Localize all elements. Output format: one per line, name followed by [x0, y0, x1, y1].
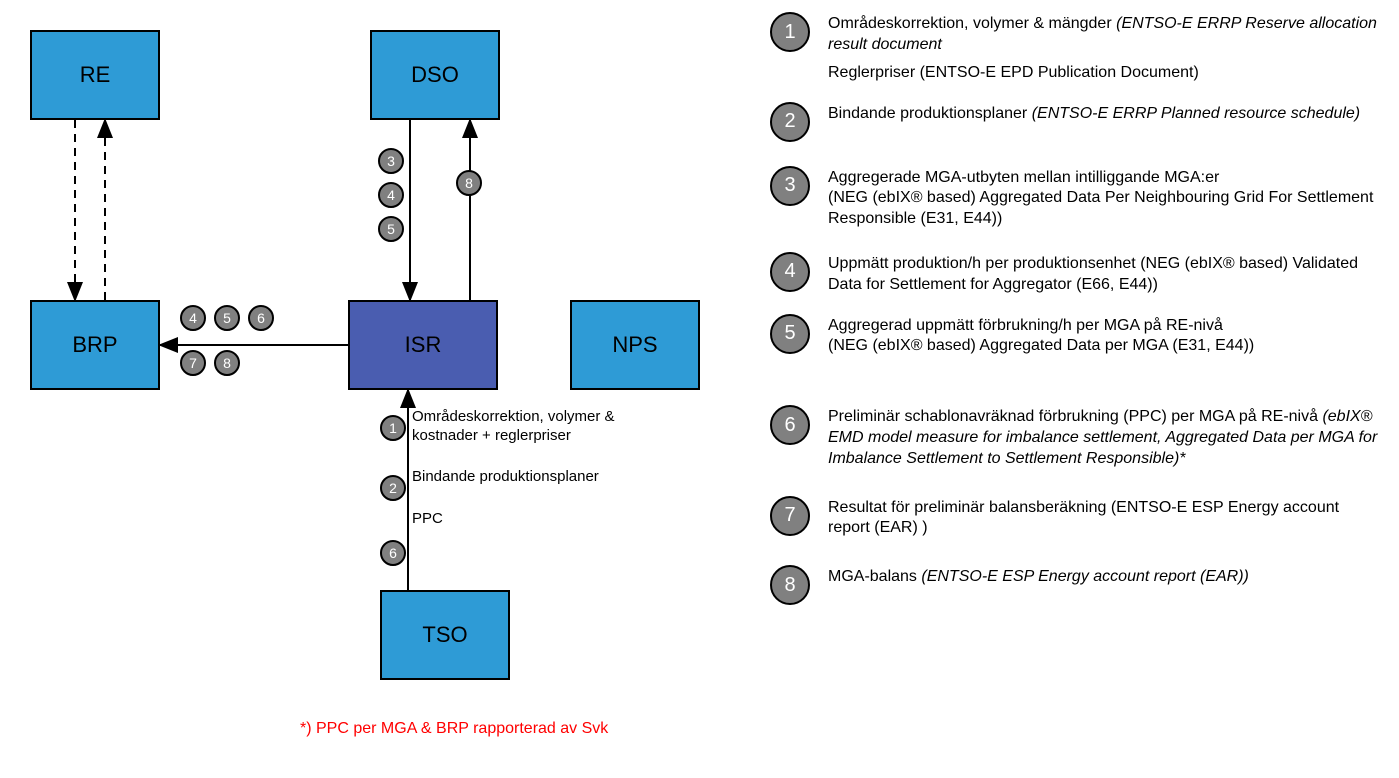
footnote: *) PPC per MGA & BRP rapporterad av Svk	[300, 720, 608, 738]
diagram-badge-7-7: 7	[180, 350, 206, 376]
legend-row-6: 6 Preliminär schablonavräknad förbrukning…	[770, 405, 1380, 469]
label-1: Områdeskorrektion, volymer & kostnader +…	[412, 408, 642, 446]
legend-badge-4: 4	[770, 252, 810, 292]
diagram-badge-4-4: 4	[180, 305, 206, 331]
label-2: Bindande produktionsplaner	[412, 468, 612, 487]
diagram-badge-2-10: 2	[380, 475, 406, 501]
legend-text-6: Preliminär schablonavräknad förbrukning …	[828, 405, 1380, 469]
diagram-badge-3-0: 3	[378, 148, 404, 174]
diagram-badge-5-2: 5	[378, 216, 404, 242]
legend-text-1: Områdeskorrektion, volymer & mängder (EN…	[828, 12, 1380, 56]
node-dso: DSO	[370, 30, 500, 120]
label-ppc: PPC	[412, 510, 472, 529]
legend-badge-1: 1	[770, 12, 810, 52]
legend-row-1: 1 Områdeskorrektion, volymer & mängder (E…	[770, 12, 1380, 56]
node-isr: ISR	[348, 300, 498, 390]
legend-badge-7: 7	[770, 496, 810, 536]
diagram-badge-1-9: 1	[380, 415, 406, 441]
node-brp: BRP	[30, 300, 160, 390]
node-nps: NPS	[570, 300, 700, 390]
legend-text-4: Uppmätt produktion/h per produktionsenhe…	[828, 252, 1380, 296]
legend-text-5: Aggregerad uppmätt förbrukning/h per MGA…	[828, 314, 1254, 358]
diagram-badge-4-1: 4	[378, 182, 404, 208]
diagram-badge-8-3: 8	[456, 170, 482, 196]
legend-row-2: 2 Bindande produktionsplaner (ENTSO-E ERR…	[770, 102, 1380, 142]
node-tso: TSO	[380, 590, 510, 680]
legend-text-3: Aggregerade MGA-utbyten mellan intilligg…	[828, 166, 1380, 230]
legend-badge-6: 6	[770, 405, 810, 445]
node-re: RE	[30, 30, 160, 120]
diagram-badge-8-8: 8	[214, 350, 240, 376]
legend-row-3: 3 Aggregerade MGA-utbyten mellan intillig…	[770, 166, 1380, 230]
legend-row-5: 5 Aggregerad uppmätt förbrukning/h per MG…	[770, 314, 1380, 358]
diagram-badge-6-6: 6	[248, 305, 274, 331]
legend: 1 Områdeskorrektion, volymer & mängder (E…	[770, 12, 1380, 613]
diagram-badge-5-5: 5	[214, 305, 240, 331]
legend-row-4: 4 Uppmätt produktion/h per produktionsenh…	[770, 252, 1380, 296]
legend-badge-2: 2	[770, 102, 810, 142]
legend-row-8: 8 MGA-balans (ENTSO-E ESP Energy account …	[770, 565, 1380, 605]
legend-badge-5: 5	[770, 314, 810, 354]
legend-text-2: Bindande produktionsplaner (ENTSO-E ERRP…	[828, 102, 1360, 125]
legend-row-7: 7 Resultat för preliminär balansberäkning…	[770, 496, 1380, 540]
legend-text-8: MGA-balans (ENTSO-E ESP Energy account r…	[828, 565, 1249, 588]
diagram-badge-6-11: 6	[380, 540, 406, 566]
legend-text-7: Resultat för preliminär balansberäkning …	[828, 496, 1380, 540]
legend-badge-3: 3	[770, 166, 810, 206]
legend-sub-1: Reglerpriser (ENTSO-E EPD Publication Do…	[828, 64, 1380, 82]
legend-badge-8: 8	[770, 565, 810, 605]
